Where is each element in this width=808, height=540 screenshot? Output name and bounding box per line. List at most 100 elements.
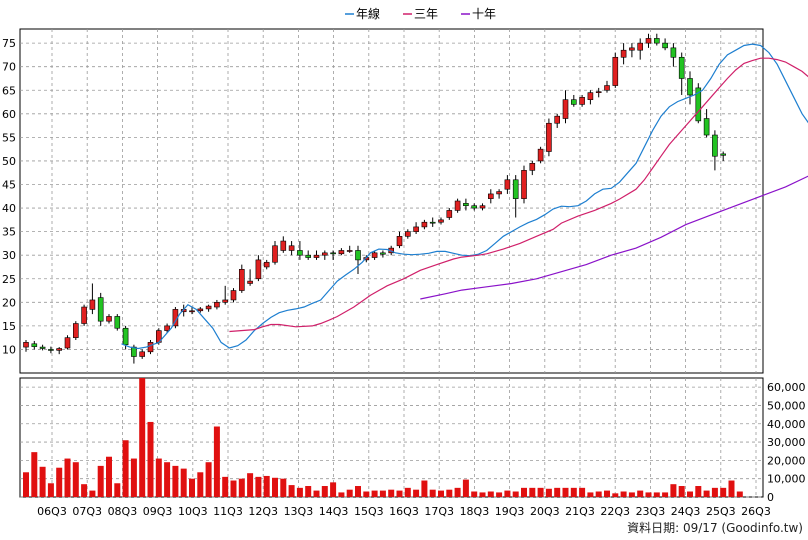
x-tick-label: 09Q3 [143, 505, 173, 518]
candle-body-up [230, 290, 237, 301]
candle-body-down [297, 250, 303, 256]
candle-body-up [587, 92, 594, 100]
volume-bar [122, 440, 129, 497]
candle [629, 43, 635, 58]
volume-bar [595, 491, 602, 497]
candle-body-up [222, 299, 228, 303]
candle-body-up [396, 236, 403, 247]
volume-bar [197, 472, 204, 497]
volume-tick-label: 60,000 [767, 381, 806, 394]
volume-bar [413, 489, 420, 497]
volume-bar [703, 490, 710, 497]
volume-bar [321, 486, 328, 497]
data-date-footer: 資料日期: 09/17 (Goodinfo.tw) [627, 521, 803, 535]
candle [504, 175, 511, 194]
volume-bar [711, 487, 718, 497]
volume-bar [645, 492, 652, 497]
candle-body-up [637, 42, 644, 51]
price-tick-label: 65 [2, 84, 16, 97]
candle [263, 259, 270, 270]
candle [670, 43, 677, 67]
candle-body-up [346, 250, 353, 252]
candle [321, 250, 328, 260]
volume-bar [172, 465, 179, 497]
volume-bar [612, 493, 619, 497]
price-tick-label: 40 [2, 202, 16, 215]
x-tick-label: 26Q3 [741, 505, 771, 518]
x-tick-label: 19Q3 [495, 505, 525, 518]
price-tick-label: 70 [2, 61, 16, 74]
candle [39, 344, 46, 351]
candle [23, 340, 29, 352]
candle-body-down [687, 78, 693, 96]
candle [521, 165, 527, 204]
candle-body-down [570, 99, 577, 105]
volume-bar [479, 492, 486, 497]
x-tick-label: 18Q3 [460, 505, 490, 518]
candle [637, 38, 644, 60]
volume-bar [64, 458, 71, 497]
volume-bar [545, 488, 552, 497]
candle [413, 222, 419, 234]
x-tick-label: 14Q3 [319, 505, 349, 518]
candle-body-down [380, 252, 386, 255]
volume-bar [371, 490, 378, 497]
volume-bar [89, 490, 96, 497]
candle-body-down [97, 297, 104, 322]
volume-bar [720, 487, 727, 497]
volume-bar [263, 475, 270, 497]
candle-body-up [438, 219, 444, 223]
volume-bar [687, 491, 693, 497]
candle-body-down [305, 254, 312, 258]
candle [255, 255, 262, 282]
price-tick-label: 45 [2, 179, 16, 192]
volume-bar [454, 487, 461, 497]
volume-bar [338, 492, 345, 497]
candle [579, 94, 585, 107]
candle-body-up [454, 200, 461, 211]
volume-bar [230, 480, 237, 497]
x-tick-label: 11Q3 [213, 505, 243, 518]
candle-body-up [189, 310, 195, 313]
candle-body-up [371, 252, 378, 258]
candle [546, 118, 552, 157]
volume-bar [355, 486, 361, 497]
candle [712, 130, 718, 171]
candle [280, 236, 287, 253]
candle-body-down [122, 327, 129, 346]
candle [612, 52, 619, 88]
candle [305, 250, 312, 260]
volume-bar [81, 484, 88, 497]
candle [205, 304, 212, 312]
candle-body-up [81, 306, 87, 324]
candle-body-down [712, 134, 718, 157]
x-tick-label: 24Q3 [671, 505, 701, 518]
candle [678, 52, 685, 95]
volume-bar [404, 487, 411, 497]
price-tick-label: 35 [2, 226, 16, 239]
volume-bar [222, 476, 229, 497]
candle-body-up [164, 325, 170, 331]
volume-bar [429, 489, 436, 497]
candle [645, 33, 652, 48]
candle-body-up [272, 245, 278, 263]
candle-body-up [338, 250, 345, 255]
volume-bar [670, 484, 677, 497]
volume-tick-label: 0 [767, 491, 774, 504]
volume-bar [620, 491, 627, 497]
candle-body-up [645, 38, 652, 44]
volume-bar [180, 468, 187, 497]
price-tick-label: 50 [2, 155, 16, 168]
volume-bar [562, 487, 569, 497]
ma-line-2 [229, 57, 808, 333]
candle [537, 146, 544, 164]
candle-body-up [604, 85, 610, 91]
candle-body-up [255, 259, 262, 280]
x-tick-label: 22Q3 [600, 505, 630, 518]
volume-bar [189, 478, 195, 497]
candle [147, 340, 154, 355]
price-tick-label: 60 [2, 108, 16, 121]
volume-bar [736, 491, 743, 497]
candle [695, 83, 702, 124]
price-tick-label: 15 [2, 320, 16, 333]
